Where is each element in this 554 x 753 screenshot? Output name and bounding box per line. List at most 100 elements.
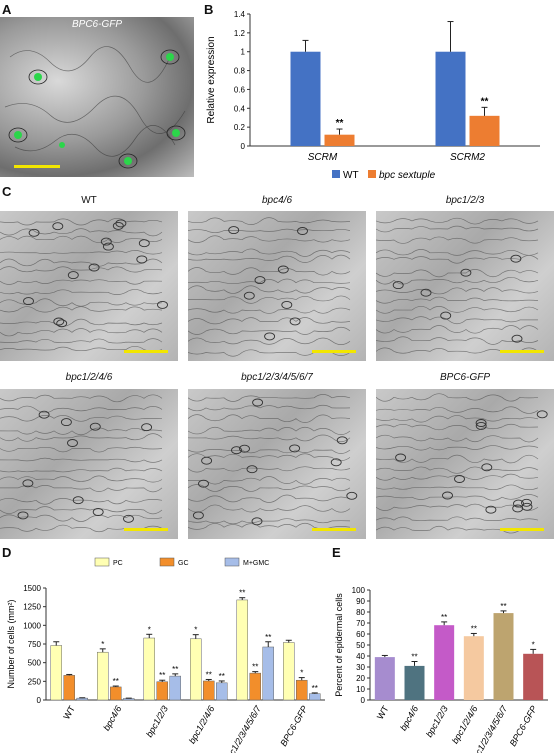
micrograph-texture [0,394,163,533]
legend-label: PC [113,560,123,567]
chart-d: 0 250 500 750 1000 1250 1500 Number of cells (m… [6,557,325,753]
bar [469,115,500,146]
bar [435,51,466,146]
legend-swatch [159,557,175,567]
significance-mark: * [300,669,303,678]
bar [404,665,425,700]
scale-bar [312,350,356,353]
cell-outlines [0,217,163,352]
significance-mark: ** [252,663,258,672]
panel-a-title: BPC6-GFP [71,19,122,30]
x-tick-label: bpc4/6 [398,704,420,732]
y-tick-label: 1500 [23,584,41,593]
y-tick-label: 80 [356,608,365,617]
micrograph-texture [376,393,548,534]
significance-mark: ** [239,589,245,598]
bar [203,680,215,701]
y-tick-label: 50 [356,641,365,650]
micrograph-image [376,389,554,539]
bar [324,134,355,146]
y-axis-label: Relative expression [206,36,217,123]
micrograph-caption: bpc1/2/3 [445,195,485,206]
significance-mark: * [101,640,104,649]
bar [156,681,168,701]
significance-mark: ** [206,670,212,679]
cell-outlines [188,394,351,530]
bar [76,697,88,701]
bar [309,693,321,701]
y-tick-label: 30 [356,663,365,672]
legend-swatch [332,170,340,178]
y-tick-label: 250 [28,677,42,686]
y-tick-label: 1.2 [234,29,246,38]
y-tick-label: 1250 [23,603,41,612]
y-tick-label: 0.4 [234,104,246,113]
y-tick-label: 0 [361,696,366,705]
scale-bar [312,528,356,531]
significance-mark: ** [336,118,344,129]
stomata [228,226,308,341]
chart-e: 0 10 20 30 40 50 60 70 80 90 100 Percent of epiderm… [334,586,548,753]
y-tick-label: 10 [356,685,365,694]
bar [216,682,228,701]
legend-label: bpc sextuple [379,170,436,181]
bar [143,637,155,701]
x-tick-label: bpc1/2/3 [144,704,170,739]
scale-bar [124,528,168,531]
y-tick-label: 0.2 [234,123,246,132]
bar [463,636,484,700]
y-tick-label: 1000 [23,621,41,630]
significance-mark: ** [481,96,489,107]
micrograph-caption: bpc1/2/3/4/5/6/7 [241,372,313,383]
scale-bar [500,350,544,353]
bar [236,599,248,701]
micrograph-image [376,211,554,361]
x-tick-label: WT [61,704,77,722]
y-tick-label: 750 [28,640,42,649]
micrograph-texture [188,394,358,530]
micrograph-caption: bpc4/6 [261,195,293,206]
x-tick-label: bpc1/2/4/6 [450,704,480,745]
micrograph-texture [188,217,351,357]
y-tick-label: 40 [356,652,365,661]
significance-mark: ** [411,653,417,662]
micrograph-texture [376,217,539,354]
panel-b-label: B [204,2,214,17]
bar [249,672,261,701]
x-tick-label: bpc1/2/4/6 [187,704,217,745]
cell-outlines [188,217,351,357]
y-tick-label: 500 [28,659,42,668]
bar [63,675,75,701]
y-tick-label: 60 [356,630,365,639]
bar [296,679,308,701]
significance-mark: ** [113,677,119,686]
micrograph-caption: WT [81,195,97,206]
legend-swatch [94,557,110,567]
x-tick-label: BPC6-GFP [508,704,539,748]
panel-a-label: A [2,2,12,17]
x-tick-label: WT [375,704,391,722]
micrograph-image [0,389,178,539]
cell-outlines [376,393,539,534]
legend-swatch [224,557,240,567]
bar [523,653,544,700]
significance-mark: * [148,625,151,634]
x-tick-label: bpc1/2/3/4/5/6/7 [222,703,263,753]
significance-mark: ** [159,671,165,680]
y-tick-label: 1.4 [234,10,246,19]
x-tick-label: bpc1/2/3 [424,704,450,739]
bar [169,675,181,701]
x-tick-label: BPC6-GFP [278,704,309,748]
micrograph-caption: bpc1/2/4/6 [65,372,113,383]
significance-mark: ** [312,684,318,693]
scale-bar [124,350,168,353]
chart-b: 0 0.2 0.4 0.6 0.8 1 1.2 1.4 Relative expression S… [206,10,540,181]
y-tick-label: 0.8 [234,67,246,76]
x-tick-label: SCRM [308,152,338,163]
micrograph-texture [0,217,168,352]
bar [110,686,122,701]
y-axis-label: Percent of epidermal cells [334,593,344,697]
bar [50,645,62,701]
bar [190,638,202,701]
gfp-nuclei [14,53,180,165]
